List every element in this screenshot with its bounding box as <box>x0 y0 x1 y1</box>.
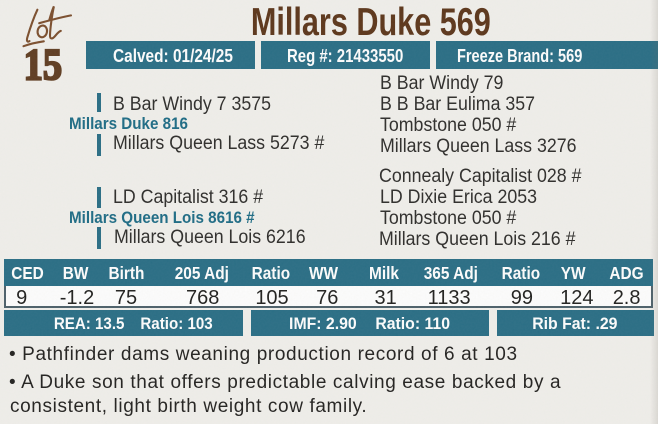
svg-text:15: 15 <box>24 40 62 89</box>
